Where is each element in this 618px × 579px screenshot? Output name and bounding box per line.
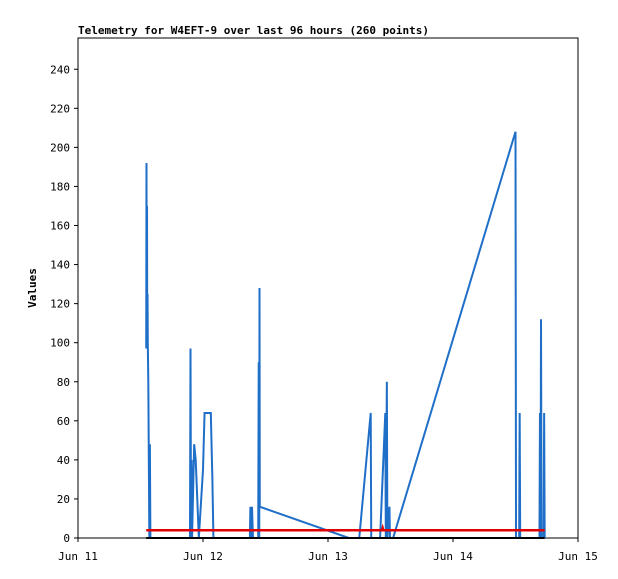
y-tick-label: 40 <box>57 454 70 467</box>
chart-title: Telemetry for W4EFT-9 over last 96 hours… <box>78 24 429 37</box>
x-tick-label: Jun 12 <box>183 550 223 563</box>
y-tick-label: 240 <box>50 63 70 76</box>
y-tick-label: 60 <box>57 415 70 428</box>
series-line-1 <box>146 523 545 532</box>
y-tick-label: 120 <box>50 298 70 311</box>
y-tick-label: 20 <box>57 493 70 506</box>
plot-frame <box>77 37 579 539</box>
y-axis: 0 20 40 60 80 100 120 140 160 180 200 220 240 <box>50 63 78 545</box>
y-tick-label: 100 <box>50 337 70 350</box>
y-tick-label: 160 <box>50 220 70 233</box>
series-layer <box>145 131 546 539</box>
y-tick-label: 140 <box>50 259 70 272</box>
x-axis: Jun 11 Jun 12 Jun 13 Jun 14 Jun 15 <box>58 538 598 563</box>
y-tick-label: 80 <box>57 376 70 389</box>
y-axis-label: Values <box>26 268 39 308</box>
x-tick-label: Jun 13 <box>308 550 348 563</box>
y-tick-label: 0 <box>63 532 70 545</box>
x-tick-label: Jun 14 <box>433 550 473 563</box>
y-tick-label: 180 <box>50 180 70 193</box>
x-tick-label: Jun 11 <box>58 550 98 563</box>
x-tick-label: Jun 15 <box>558 550 598 563</box>
y-tick-label: 220 <box>50 102 70 115</box>
y-tick-label: 200 <box>50 141 70 154</box>
